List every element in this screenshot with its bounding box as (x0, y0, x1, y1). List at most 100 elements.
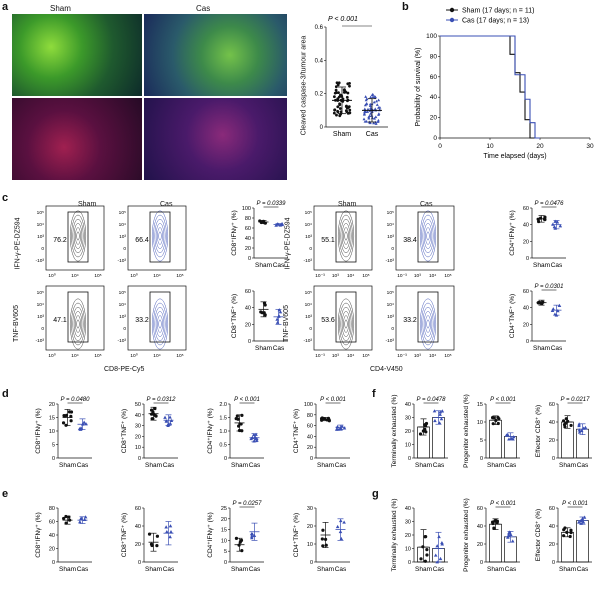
micrograph-cas-red (144, 98, 287, 180)
flow-cd4-xlabel: CD4-V450 (370, 366, 403, 373)
flow-gate (67, 291, 89, 343)
pvalue-label: P < 0.001 (562, 501, 588, 507)
flow-x-tick: 10⁵ (362, 353, 369, 359)
x-tick-label: Cas (433, 462, 445, 469)
chart-d-3: CD4⁺IFNγ⁺ (%) 0 0.5 1.0 1.5 2.0 Sham Cas P < 0.0… (207, 397, 264, 469)
data-point (155, 534, 159, 538)
y-tick-label: 60 (523, 206, 529, 212)
y-tick-label: 5 (52, 443, 55, 449)
data-point (334, 85, 338, 89)
flow-contour (340, 218, 352, 254)
flow-y-tick: 10³ (305, 234, 312, 240)
y-tick-label: 20 (307, 524, 313, 530)
data-point (153, 407, 157, 411)
chart-f-2: Progenitor exhausted (%) 0 5 10 15 Sham Cas P <… (463, 394, 520, 469)
data-point (577, 423, 581, 428)
flow-contour (157, 315, 163, 333)
flow-contour (340, 306, 352, 342)
flow-y-tick: 10⁴ (305, 302, 312, 308)
data-point (335, 91, 338, 95)
y-tick-label: 40 (405, 506, 411, 512)
y-tick-label: 20 (245, 322, 251, 328)
data-point (336, 83, 340, 87)
data-point (345, 110, 349, 113)
data-point (339, 536, 344, 541)
micrograph-sham-red (12, 98, 142, 180)
chart-e-3: CD4⁺IFNγ⁺ (%) 0 5 10 15 20 25 Sham Cas P = 0.0257 (207, 501, 264, 573)
data-point (67, 410, 72, 414)
pvalue-label: P = 0.0217 (561, 397, 591, 403)
data-point (425, 548, 429, 552)
flow-frame (127, 205, 187, 271)
chart-ylabel: Progenitor exhausted (%) (463, 394, 470, 468)
x-tick-label: Sham (487, 566, 504, 573)
y-tick-label: 1.0 (219, 429, 227, 435)
data-point (438, 556, 443, 561)
flow-contour (154, 218, 166, 254)
data-point (368, 104, 372, 108)
flow-contour (69, 210, 87, 262)
data-point (335, 524, 340, 529)
data-point (61, 421, 66, 425)
y-tick-label: 40 (307, 434, 313, 440)
y-tick-label: 60 (135, 506, 141, 512)
flow-contour (73, 223, 83, 249)
chart-d-1: CD8⁺IFNγ⁺ (%) 0 5 10 15 20 Sham Cas P = 0.0480 (35, 397, 92, 469)
data-point (62, 516, 66, 521)
x-tick-label: Cas (273, 345, 285, 352)
data-point (490, 416, 495, 420)
chart-g-1: Terminally exhausted (%) 0 10 20 30 40 Sham Cas (391, 499, 448, 573)
data-point (364, 95, 368, 98)
y-tick-label: 80 (307, 413, 313, 419)
flow-x-tick: 10⁵ (94, 353, 101, 359)
panel-label-d: d (2, 388, 9, 400)
flow-contour (155, 223, 165, 249)
x-tick-label: Sham (59, 462, 76, 469)
data-point (375, 99, 379, 103)
data-point (338, 107, 342, 110)
x-tick-label: Sham (255, 262, 272, 269)
data-point (368, 114, 372, 118)
y-tick-label: 15 (221, 528, 227, 534)
flow-cd8-xlabel: CD8-PE-Cy5 (104, 366, 145, 373)
data-point (164, 419, 169, 423)
flow-contour (76, 319, 80, 329)
pvalue-label: P < 0.001 (490, 501, 516, 507)
x-tick-label: Cas (366, 131, 379, 138)
flow-frame (45, 205, 105, 271)
gate-percentage: 76.2 (53, 237, 67, 244)
data-point (79, 426, 83, 430)
flow-contour (158, 231, 162, 241)
data-point (433, 553, 438, 557)
y-tick-label: 40 (245, 236, 251, 242)
flow-contour (72, 306, 84, 342)
data-point (373, 107, 377, 111)
data-point (168, 421, 173, 425)
flow-y-tick: 0 (123, 326, 126, 332)
chart-g-2: Progenitor exhausted (%) 0 20 40 60 Sham Cas P … (463, 498, 520, 573)
data-point (365, 119, 369, 123)
flow-y-tick: -10³ (385, 258, 394, 264)
flow-y-tick: -10³ (35, 258, 44, 264)
flow-contour (72, 218, 84, 254)
chart-d-2: CD8⁺TNF⁺ (%) 0 10 20 30 40 50 Sham Cas P = 0.0312 (121, 397, 178, 469)
flow-gate (335, 211, 357, 263)
data-point (551, 222, 555, 226)
chart-e-2: CD8⁺TNF⁺ (%) 0 20 40 60 Sham Cas (121, 506, 178, 573)
flow-contour (157, 227, 163, 245)
flow-x-tick: 10⁴ (347, 273, 354, 279)
flow-cd4-sham-title: Sham (338, 201, 357, 208)
data-point (150, 543, 154, 548)
legend-marker (449, 17, 455, 23)
flow-contour (337, 210, 355, 262)
flow-x-tick: 10⁵ (362, 273, 369, 279)
y-tick-label: 20 (405, 429, 411, 435)
data-point (368, 102, 372, 106)
y-tick-label: 25 (221, 506, 227, 512)
flow-x-tick: 10⁻³ (397, 273, 407, 279)
data-point (363, 110, 367, 114)
data-point (69, 419, 73, 423)
data-point (324, 543, 328, 547)
flow-x-tick: 10⁴ (429, 273, 436, 279)
data-point (562, 528, 566, 532)
